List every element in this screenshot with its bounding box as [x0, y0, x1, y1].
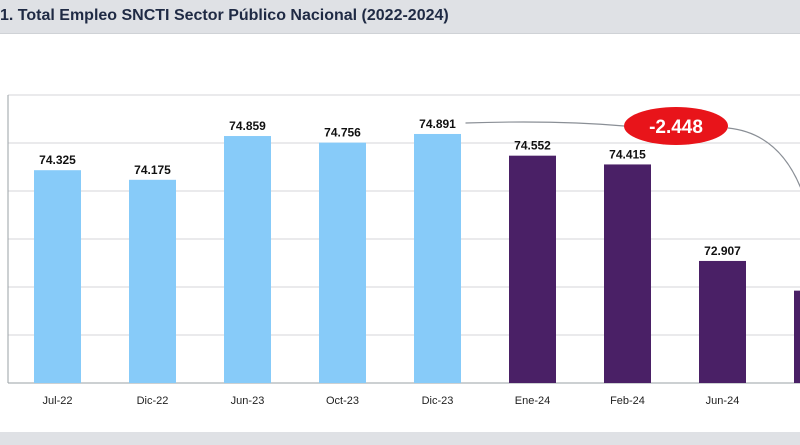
bar	[699, 260, 746, 383]
callout-label: -2.448	[649, 117, 703, 138]
callout-badge	[624, 107, 728, 145]
bar	[794, 290, 800, 383]
x-tick-label: Dic-23	[422, 395, 454, 407]
bar	[604, 164, 651, 383]
data-label: 74.756	[324, 126, 361, 140]
chart-title: 1. Total Empleo SNCTI Sector Público Nac…	[0, 7, 449, 24]
x-tick-label: Jun-24	[706, 395, 740, 407]
x-tick-label: Jul-22	[43, 395, 73, 407]
bar-chart: 74.325 Jul-22 74.175 Dic-22 74.859 Jun-23 74.7…	[7, 94, 800, 407]
x-tick-label: Ene-24	[515, 395, 550, 407]
x-tick-label: Feb-24	[610, 395, 645, 407]
title-bar: 1. Total Empleo SNCTI Sector Público Nac…	[0, 0, 800, 34]
bar	[509, 155, 556, 383]
data-label: 72.907	[704, 244, 741, 258]
data-label: 74.859	[229, 119, 266, 133]
data-label: 74.175	[134, 163, 171, 177]
callout-connector	[465, 121, 625, 127]
bar	[319, 142, 366, 383]
bottom-bar	[0, 432, 800, 445]
bar	[224, 136, 271, 383]
x-tick-label: Dic-22	[137, 395, 169, 407]
bar	[34, 170, 81, 383]
callout-connector	[727, 127, 800, 189]
data-label: 74.891	[419, 117, 456, 131]
data-label: 74.415	[609, 147, 646, 161]
bar	[414, 133, 461, 383]
bar	[129, 179, 176, 383]
x-tick-label: Jun-23	[231, 395, 265, 407]
x-tick-label: Oct-23	[326, 395, 359, 407]
data-label: 74.552	[514, 139, 551, 153]
data-label: 74.325	[39, 153, 76, 167]
